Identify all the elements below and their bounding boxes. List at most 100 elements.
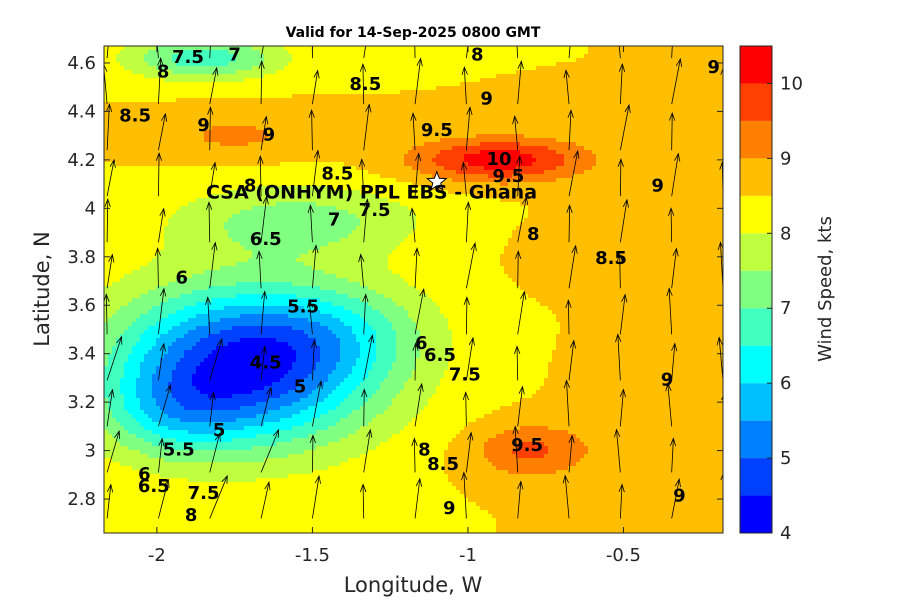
field-cell	[332, 138, 337, 143]
field-cell	[680, 94, 685, 99]
field-cell	[460, 130, 465, 135]
field-cell	[180, 118, 185, 123]
field-cell	[564, 158, 569, 163]
field-cell	[144, 130, 149, 135]
field-cell	[404, 106, 409, 111]
field-cell	[336, 58, 341, 63]
field-cell	[656, 62, 661, 67]
field-cell	[656, 70, 661, 75]
field-cell	[696, 130, 701, 135]
field-cell	[432, 122, 437, 127]
field-cell	[164, 46, 169, 51]
field-cell	[276, 110, 281, 115]
field-cell	[128, 162, 133, 167]
field-cell	[696, 98, 701, 103]
field-cell	[344, 142, 349, 147]
field-cell	[108, 142, 113, 147]
field-cell	[116, 130, 121, 135]
field-cell	[672, 86, 677, 91]
field-cell	[392, 70, 397, 75]
field-cell	[508, 82, 513, 87]
field-cell	[244, 158, 249, 163]
field-cell	[364, 114, 369, 119]
field-cell	[552, 142, 557, 147]
field-cell	[136, 174, 141, 179]
field-cell	[704, 130, 709, 135]
field-cell	[164, 126, 169, 131]
field-cell	[464, 82, 469, 87]
field-cell	[700, 90, 705, 95]
field-cell	[556, 58, 561, 63]
field-cell	[492, 106, 497, 111]
field-cell	[192, 166, 197, 171]
field-cell	[552, 146, 557, 151]
field-cell	[420, 106, 425, 111]
field-cell	[232, 122, 237, 127]
field-cell	[392, 54, 397, 59]
field-cell	[228, 102, 233, 107]
field-cell	[304, 82, 309, 87]
field-cell	[276, 150, 281, 155]
field-cell	[136, 58, 141, 63]
field-cell	[404, 74, 409, 79]
field-cell	[452, 54, 457, 59]
field-cell	[592, 62, 597, 67]
field-cell	[260, 82, 265, 87]
field-cell	[632, 94, 637, 99]
field-cell	[424, 78, 429, 83]
field-cell	[120, 62, 125, 67]
field-cell	[480, 138, 485, 143]
field-cell	[200, 54, 205, 59]
field-cell	[224, 122, 229, 127]
field-cell	[344, 138, 349, 143]
field-cell	[524, 74, 529, 79]
field-cell	[260, 86, 265, 91]
field-cell	[656, 58, 661, 63]
field-cell	[392, 66, 397, 71]
field-cell	[556, 102, 561, 107]
field-cell	[536, 134, 541, 139]
field-cell	[600, 150, 605, 155]
field-cell	[388, 70, 393, 75]
field-cell	[672, 138, 677, 143]
field-cell	[228, 50, 233, 55]
field-cell	[312, 170, 317, 175]
field-cell	[372, 146, 377, 151]
field-cell	[124, 54, 129, 59]
field-cell	[332, 98, 337, 103]
field-cell	[388, 102, 393, 107]
field-cell	[392, 94, 397, 99]
field-cell	[460, 62, 465, 67]
field-cell	[628, 50, 633, 55]
field-cell	[128, 82, 133, 87]
field-cell	[268, 158, 273, 163]
field-cell	[576, 50, 581, 55]
field-cell	[644, 114, 649, 119]
field-cell	[568, 58, 573, 63]
field-cell	[220, 166, 225, 171]
field-cell	[604, 98, 609, 103]
field-cell	[316, 122, 321, 127]
field-cell	[368, 70, 373, 75]
field-cell	[544, 82, 549, 87]
field-cell	[396, 54, 401, 59]
field-cell	[204, 106, 209, 111]
field-cell	[528, 94, 533, 99]
field-cell	[232, 46, 237, 51]
field-cell	[596, 134, 601, 139]
field-cell	[680, 78, 685, 83]
field-cell	[168, 78, 173, 83]
field-cell	[596, 118, 601, 123]
field-cell	[328, 50, 333, 55]
field-cell	[440, 134, 445, 139]
field-cell	[664, 114, 669, 119]
field-cell	[240, 74, 245, 79]
field-cell	[152, 66, 157, 71]
field-cell	[364, 170, 369, 175]
field-cell	[512, 82, 517, 87]
field-cell	[716, 114, 721, 119]
field-cell	[216, 150, 221, 155]
field-cell	[244, 54, 249, 59]
field-cell	[412, 102, 417, 107]
field-cell	[520, 90, 525, 95]
